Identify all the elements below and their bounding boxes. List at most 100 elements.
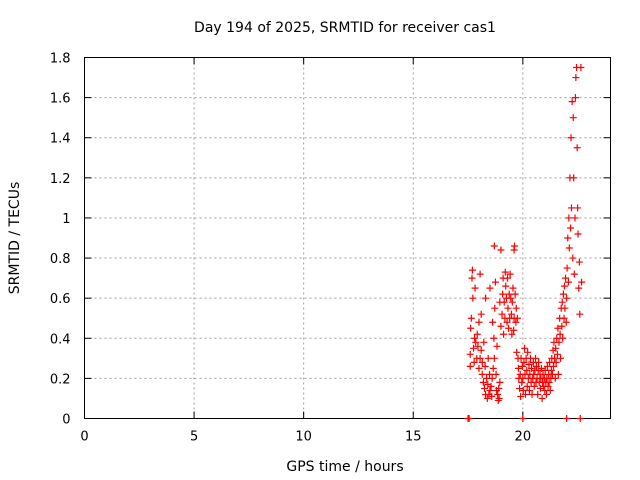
data-point: [555, 338, 563, 346]
data-point: [475, 318, 483, 326]
data-point: [563, 264, 571, 272]
data-point: [530, 382, 538, 390]
data-point: [466, 362, 474, 370]
data-point: [553, 334, 561, 342]
data-point: [534, 390, 542, 398]
data-point: [543, 390, 551, 398]
data-point: [553, 350, 561, 358]
data-point: [488, 392, 496, 400]
x-tick-label: 15: [405, 430, 422, 445]
data-point: [471, 284, 479, 292]
data-point: [513, 314, 521, 322]
data-point: [518, 378, 526, 386]
data-point: [486, 370, 494, 378]
data-point: [562, 274, 570, 282]
data-point: [543, 362, 551, 370]
x-axis-label: GPS time / hours: [286, 459, 403, 475]
axis-ticks: 0 0.2 0.4 0.6 0.8 1 1.2 1.4 1.6 1.8 0 5 10 15 20: [50, 52, 611, 445]
data-point: [507, 310, 515, 318]
plot-area-frame: [84, 57, 611, 419]
data-point: [467, 324, 475, 332]
y-tick-label: 1.4: [50, 132, 71, 147]
data-point: [473, 330, 481, 338]
data-point: [577, 64, 585, 72]
chart-title: Day 194 of 2025, SRMTID for receiver cas…: [194, 20, 496, 36]
data-point: [560, 282, 568, 290]
data-point: [569, 114, 577, 122]
data-point: [512, 304, 520, 312]
data-point: [525, 386, 533, 394]
data-point: [521, 344, 529, 352]
data-point: [481, 362, 489, 370]
data-point: [516, 384, 524, 392]
data-point: [573, 144, 581, 152]
data-point: [567, 134, 575, 142]
data-point: [551, 374, 559, 382]
data-point: [563, 415, 571, 422]
data-point: [525, 360, 533, 368]
data-point: [547, 366, 555, 374]
data-point: [491, 278, 499, 286]
data-point: [576, 415, 584, 422]
data-point: [506, 270, 514, 278]
data-point: [505, 290, 513, 298]
data-point: [471, 334, 479, 342]
data-point: [483, 394, 491, 402]
data-point: [475, 364, 483, 372]
data-point: [530, 370, 538, 378]
data-point: [490, 334, 498, 342]
data-point: [535, 358, 543, 366]
data-point: [524, 348, 532, 356]
data-point: [503, 274, 511, 282]
data-point: [519, 386, 527, 394]
data-point: [546, 386, 554, 394]
data-point: [497, 322, 505, 330]
data-point: [556, 330, 564, 338]
data-point: [545, 378, 553, 386]
data-point: [568, 98, 576, 106]
data-point: [541, 366, 549, 374]
data-point: [558, 298, 566, 306]
data-point: [565, 244, 573, 252]
data-point: [508, 330, 516, 338]
data-point: [520, 358, 528, 366]
data-point: [551, 354, 559, 362]
data-point: [570, 270, 578, 278]
data-point: [572, 74, 580, 82]
data-point: [490, 354, 498, 362]
y-tick-label: 0: [62, 413, 70, 428]
y-tick-label: 0.8: [50, 252, 71, 267]
data-point: [476, 354, 484, 362]
data-point: [466, 350, 474, 358]
data-point: [480, 384, 488, 392]
x-tick-label: 5: [190, 430, 198, 445]
data-point: [567, 224, 575, 232]
data-point: [574, 230, 582, 238]
data-point: [500, 298, 508, 306]
data-point: [489, 318, 497, 326]
x-tick-label: 0: [80, 430, 88, 445]
data-point: [561, 304, 569, 312]
data-point: [521, 390, 529, 398]
data-point: [494, 390, 502, 398]
data-point: [467, 314, 475, 322]
data-point: [469, 294, 477, 302]
y-tick-label: 1: [62, 212, 70, 227]
data-point: [574, 204, 582, 212]
data-point: [571, 94, 579, 102]
data-point: [512, 318, 520, 326]
data-point: [496, 378, 504, 386]
data-point: [570, 174, 578, 182]
data-point: [567, 204, 575, 212]
data-point: [550, 362, 558, 370]
data-point: [486, 284, 494, 292]
data-point: [546, 358, 554, 366]
data-point: [562, 318, 570, 326]
x-tick-label: 10: [295, 430, 312, 445]
data-point: [578, 278, 586, 286]
data-point: [557, 354, 565, 362]
data-point: [505, 324, 513, 332]
data-point: [538, 394, 546, 402]
data-point: [563, 294, 571, 302]
data-point: [523, 382, 531, 390]
